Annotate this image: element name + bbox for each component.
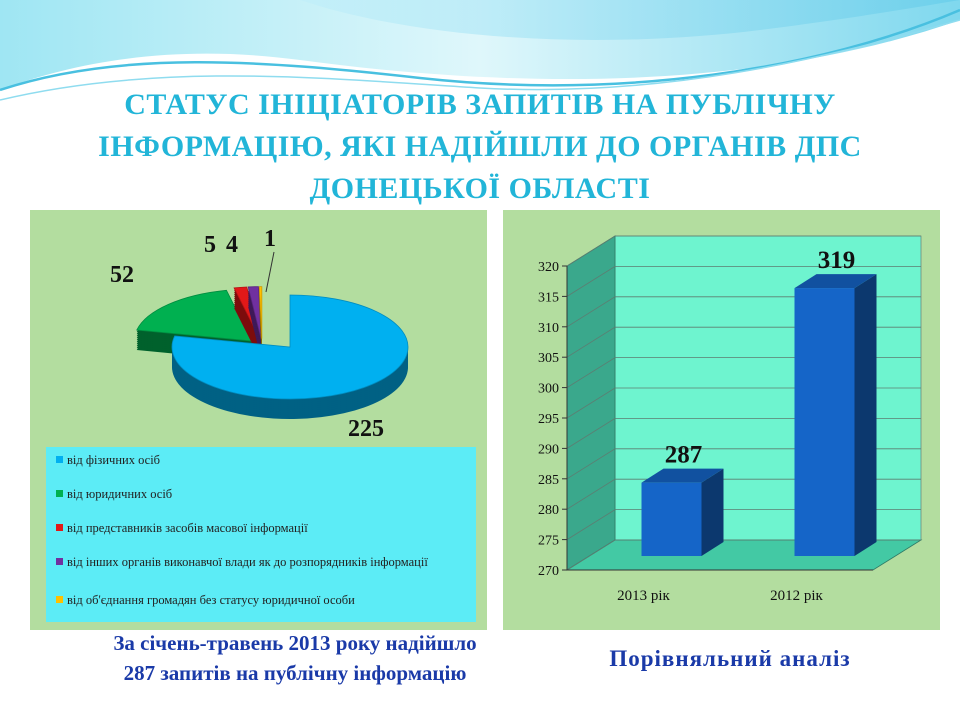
legend-swatch-green: [56, 490, 63, 497]
gridline: [566, 235, 921, 267]
bar-chart: 270 275 280 285 290 295 300 305 310 315 320 287 2013…: [538, 235, 923, 604]
bar-value-label-1: 319: [818, 247, 856, 274]
y-tick-label-9: 315: [538, 290, 559, 305]
pie-value-label-2: 5: [204, 232, 216, 258]
legend-label: від юридичних осіб: [67, 487, 173, 501]
slide-title-line-1: СТАТУС ІНІЦІАТОРІВ ЗАПИТІВ НА ПУБЛІЧНУ: [124, 88, 836, 121]
x-category-label-0: 2013 рік: [617, 588, 670, 604]
y-tick-label-1: 275: [538, 534, 559, 549]
y-tick-label-4: 290: [538, 442, 559, 457]
pie-value-label-4: 1: [264, 226, 276, 252]
summary-caption-line-2: 287 запитів на публічну інформацію: [123, 661, 467, 685]
x-category-label-1: 2012 рік: [770, 588, 823, 604]
legend-swatch-purple: [56, 558, 63, 565]
y-tick-label-8: 310: [538, 321, 559, 336]
slide-title-line-3: ДОНЕЦЬКОЇ ОБЛАСТІ: [309, 172, 651, 205]
legend-label: від фізичних осіб: [67, 453, 161, 467]
y-tick-label-7: 305: [538, 351, 559, 366]
pie-slice-2: [233, 286, 261, 359]
bar-value-label-0: 287: [665, 442, 703, 469]
pie-value-label-0: 225: [348, 416, 384, 442]
bar-top: [794, 274, 877, 289]
bar-chart-panel: 270 275 280 285 290 295 300 305 310 315 320 287 2013…: [503, 210, 940, 630]
pie-legend: від фізичних осіб від юридичних осіб від…: [46, 447, 476, 622]
y-tick-label-0: 270: [538, 564, 559, 579]
summary-caption-line-1: За січень-травень 2013 року надійшло: [113, 631, 477, 655]
legend-swatch-yellow: [56, 596, 63, 603]
legend-item-legal-entities: від юридичних осіб: [56, 487, 466, 502]
pie-value-label-3: 4: [226, 232, 238, 258]
y-tick-label-3: 285: [538, 473, 559, 488]
bar-front: [794, 288, 855, 556]
bar-side: [854, 274, 877, 556]
legend-item-executive-bodies: від інших органів виконавчої влади як до…: [56, 555, 466, 570]
summary-caption: За січень-травень 2013 року надійшло 287…: [45, 628, 545, 688]
y-tick-label-2: 280: [538, 503, 559, 518]
legend-label: від інших органів виконавчої влади як до…: [67, 555, 428, 569]
pie-leader-line: [265, 251, 275, 293]
slide-title: СТАТУС ІНІЦІАТОРІВ ЗАПИТІВ НА ПУБЛІЧНУ І…: [40, 84, 920, 210]
pie-chart-panel: 52 5 4 1 225 від фізичних осіб від юриди…: [30, 210, 487, 630]
y-tick-label-6: 300: [538, 382, 559, 397]
y-tick-label-10: 320: [538, 260, 559, 275]
legend-item-individuals: від фізичних осіб: [56, 453, 466, 468]
pie-value-label-1: 52: [110, 262, 134, 288]
legend-label: від об'єднання громадян без статусу юрид…: [67, 593, 355, 607]
pie-slice-0: [171, 294, 409, 419]
legend-item-associations: від об'єднання громадян без статусу юрид…: [56, 593, 466, 608]
legend-item-media: від представників засобів масової інформ…: [56, 521, 466, 536]
decorative-wave-header: [0, 0, 960, 101]
pie-slice-4: [258, 286, 263, 359]
pie-chart: [136, 251, 409, 419]
bar-0: 287: [641, 442, 724, 556]
bar-side: [701, 468, 724, 556]
y-tick-label-5: 295: [538, 412, 559, 427]
bar-1: 319: [794, 247, 877, 556]
bar-front: [641, 482, 702, 556]
legend-label: від представників засобів масової інформ…: [67, 521, 308, 535]
bar-top: [641, 468, 724, 483]
legend-swatch-blue: [56, 456, 63, 463]
legend-swatch-red: [56, 524, 63, 531]
slide-title-line-2: ІНФОРМАЦІЮ, ЯКІ НАДІЙШЛИ ДО ОРГАНІВ ДПС: [98, 130, 862, 163]
gridline: [566, 266, 921, 297]
comparison-caption: Порівняльний аналіз: [609, 646, 851, 671]
